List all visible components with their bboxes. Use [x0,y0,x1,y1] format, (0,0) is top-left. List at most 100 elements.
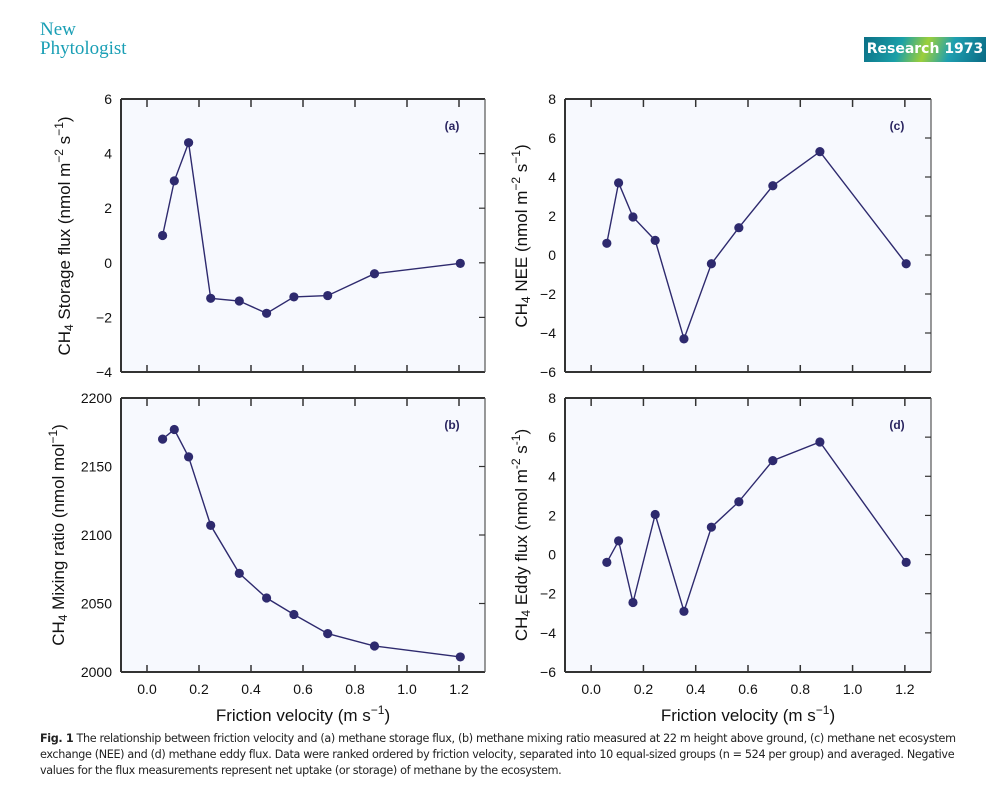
data-point [158,230,168,241]
y-tick-label: −6 [540,664,556,680]
data-point [602,557,612,568]
figure-caption: Fig. 1 The relationship between friction… [40,731,970,779]
x-tick-label: 0.6 [738,681,758,697]
y-tick-label: 2150 [81,459,112,475]
series-line [606,441,907,614]
data-point [158,434,168,444]
x-tick-label: 0.6 [293,681,313,697]
data-point [369,269,380,279]
data-point [262,593,272,603]
data-point [184,138,194,148]
y-tick-label: 8 [548,91,556,107]
data-point [234,296,244,306]
x-tick-label: 0.8 [791,681,811,697]
series-line [606,150,907,342]
data-point [234,568,244,578]
panel-d: 0.0 0.2 0.4 0.6 0.8 1.0 1.2 −6 −4 −2 0 2 4 6 8 (d) CH4 E… [509,390,932,725]
data-point [613,178,624,188]
series-line [162,428,461,658]
y-tick-label: −4 [540,625,556,641]
x-tick-label: 1.2 [449,681,469,697]
y-tick-label: 2 [104,200,112,216]
data-point [815,437,825,447]
y-tick-label: −4 [96,364,112,380]
y-tick-label: 6 [548,429,556,445]
data-point [455,652,465,662]
data-point [628,597,638,608]
y-tick-label: −2 [540,586,556,602]
section-badge: Research 1973 [864,37,986,62]
data-point [613,536,624,546]
panel-c: −6 −4 −2 0 2 4 6 8 (c) CH4 NEE (nmol m−2 s−1) [509,91,932,380]
data-point [206,520,216,531]
x-tick-label: 0.0 [137,681,157,697]
plot-area [565,398,931,672]
data-point [815,147,825,157]
x-tick-label: 0.8 [345,681,365,697]
x-tick-label: 0.4 [241,681,261,697]
x-tick-label: 0.2 [189,681,209,697]
y-tick-label: −4 [540,325,556,341]
y-axis-label: CH4 NEE (nmol m−2 s−1) [509,144,533,327]
journal-logo: New Phytologist [40,20,127,58]
y-axis-label: CH4 Mixing ratio (nmol mol−1) [46,424,70,646]
data-point [901,557,911,568]
data-point [262,308,272,318]
panel-tag: (d) [889,418,904,432]
data-point [628,212,638,222]
data-point [706,522,717,532]
data-point [455,258,465,268]
data-point [706,259,717,269]
y-tick-label: 4 [548,468,556,484]
y-tick-label: 6 [548,130,556,146]
x-tick-label: 0.2 [634,681,654,697]
panel-a: −4 −2 0 2 4 6 (a) CH4 Storage flux (nmol m−2 s−… [52,91,486,380]
data-point [679,606,689,616]
x-tick-label: 0.0 [581,681,601,697]
x-tick-label: 1.0 [843,681,863,697]
data-point [169,176,179,186]
y-axis-label: CH4 Storage flux (nmol m−2 s−1) [52,116,76,355]
journal-logo-line1: New [40,19,76,40]
y-tick-label: 2000 [81,664,112,680]
data-point [169,424,179,435]
data-point [650,235,660,245]
x-tick-label: 1.2 [895,681,915,697]
series-line [161,142,461,315]
x-tick-label: 0.4 [686,681,706,697]
y-tick-label: 6 [104,91,112,107]
data-point [679,334,689,344]
panel-b: 0.0 0.2 0.4 0.6 0.8 1.0 1.2 2000 2050 2100 2150 220… [46,390,486,725]
data-point [734,497,744,507]
data-point [369,641,380,651]
plot-area [121,398,485,672]
y-tick-label: 4 [548,169,556,185]
data-point [734,223,744,233]
y-tick-label: 0 [548,547,556,563]
data-point [289,292,299,302]
y-tick-label: 2100 [81,527,112,543]
y-tick-label: 2200 [81,390,112,406]
y-tick-label: −6 [540,364,556,380]
figure-panels: −4 −2 0 2 4 6 (a) CH4 Storage flux (nmol m−2 s−… [46,91,932,725]
y-tick-label: −2 [96,309,112,325]
x-axis-label: Friction velocity (m s−1) [661,703,835,725]
y-tick-label: 0 [548,247,556,263]
data-point [323,629,333,639]
y-tick-label: 2 [548,507,556,523]
data-point [650,509,660,520]
y-tick-label: −2 [540,286,556,302]
panel-tag: (a) [445,119,460,133]
y-tick-label: 0 [104,255,112,271]
data-point [768,456,778,466]
data-point [289,609,299,620]
plot-area [121,99,485,372]
x-tick-label: 1.0 [397,681,417,697]
caption-label: Fig. 1 [40,732,74,745]
journal-logo-line2: Phytologist [40,38,127,59]
panel-tag: (b) [444,418,459,432]
x-axis-label: Friction velocity (m s−1) [216,703,390,725]
y-axis-label: CH4 Eddy flux (nmol m-2 s-1) [509,429,533,641]
y-tick-label: 8 [548,390,556,406]
y-tick-label: 4 [104,146,112,162]
